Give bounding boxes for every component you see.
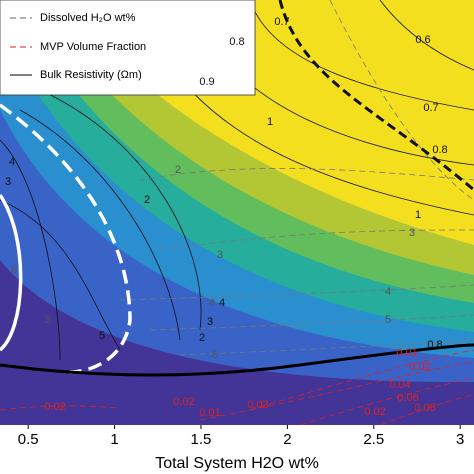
x-axis-label: Total System H2O wt%	[155, 455, 319, 472]
contour-label: 0.8	[427, 339, 442, 351]
contour-label: 4	[9, 156, 15, 168]
contour-label: 6	[212, 349, 218, 361]
x-tick-label: 2.5	[363, 431, 384, 448]
legend-label: Bulk Resistivity (Ωm)	[40, 69, 142, 81]
x-tick-label: 1	[110, 431, 118, 448]
x-tick-label: 2	[283, 431, 291, 448]
contour-label: 5	[385, 314, 391, 326]
contour-label: 0.9	[199, 76, 214, 88]
x-tick-label: 3	[456, 431, 464, 448]
contour-label: 2	[199, 332, 205, 344]
contour-label: 0.8	[432, 144, 447, 156]
contour-label: 0.02	[364, 406, 385, 418]
contour-label: 0.7	[423, 102, 438, 114]
contour-label: 3	[5, 176, 11, 188]
contour-label: 0.02	[44, 401, 65, 413]
contour-label: 8	[11, 264, 17, 276]
contour-label: 2	[175, 164, 181, 176]
x-tick-label: 0.5	[18, 431, 39, 448]
contour-label: 0.06	[397, 392, 418, 404]
contour-label: 3	[409, 227, 415, 239]
contour-label: 1	[267, 116, 273, 128]
contour-label: 5	[45, 314, 51, 326]
contour-label: 4	[209, 297, 215, 309]
contour-label: 0.04	[389, 379, 410, 391]
legend: Dissolved H₂O wt% MVP Volume Fraction Bu…	[0, 0, 256, 96]
legend-label: MVP Volume Fraction	[40, 41, 146, 53]
contour-label: 3	[207, 316, 213, 328]
contour-label: 0.03	[247, 399, 268, 411]
contour-label: 0.8	[229, 36, 244, 48]
contour-label: 4	[219, 297, 225, 309]
contour-label: 0.01	[199, 407, 220, 419]
legend-label: Dissolved H₂O wt%	[40, 12, 136, 24]
contour-label: 0.01	[396, 347, 417, 359]
x-tick-label: 1.5	[191, 431, 212, 448]
contour-label: 1	[415, 209, 421, 221]
contour-label: 0.02	[173, 396, 194, 408]
contour-label: 2	[144, 194, 150, 206]
contour-label: 4	[385, 286, 391, 298]
contour-label: 5	[99, 330, 105, 342]
contour-label: 0.7	[274, 16, 289, 28]
contour-label: 3	[217, 249, 223, 261]
contour-label: 0.02	[409, 361, 430, 373]
contour-label: 0.08	[414, 402, 435, 414]
contour-label: 0.6	[415, 34, 430, 46]
